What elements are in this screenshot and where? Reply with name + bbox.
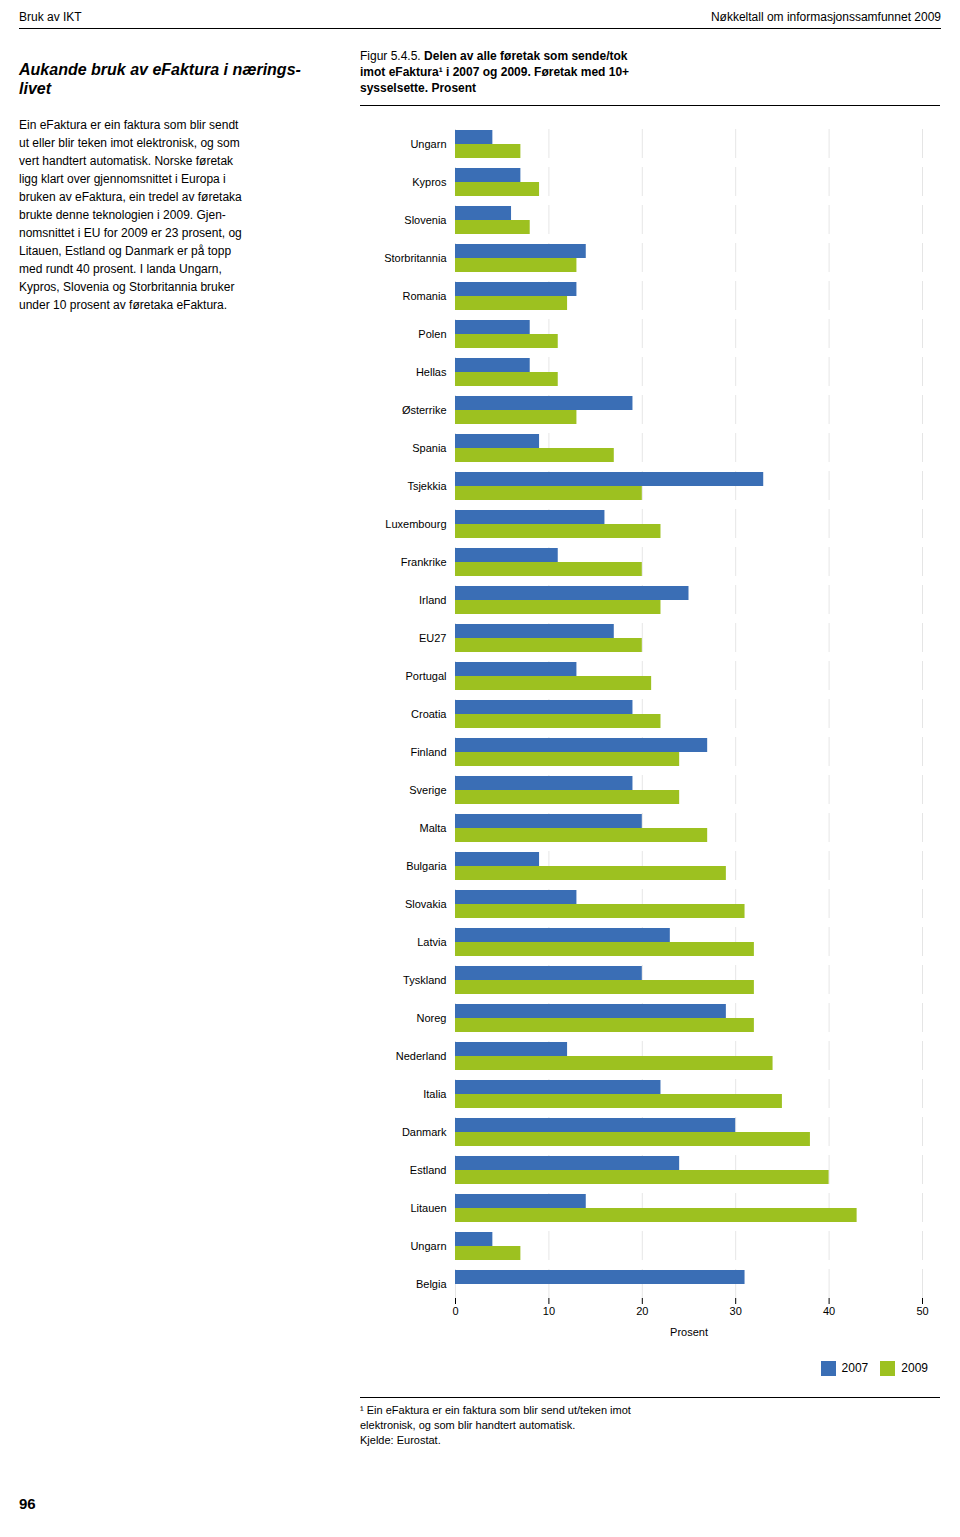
svg-text:Kypros: Kypros xyxy=(412,175,447,187)
svg-text:Noreg: Noreg xyxy=(417,1011,447,1023)
svg-text:Luxembourg: Luxembourg xyxy=(385,517,446,529)
html-text:Nøkkeltall om informasjonssamf: Nøkkeltall om informasjonssamfunnet 2009 xyxy=(710,10,941,24)
svg-text:0: 0 xyxy=(452,1305,458,1317)
svg-text:Nederland: Nederland xyxy=(396,1049,447,1061)
svg-text:Italia: Italia xyxy=(423,1087,447,1099)
svg-text:Danmark: Danmark xyxy=(402,1125,447,1137)
svg-text:Portugal: Portugal xyxy=(406,669,447,681)
svg-text:Ungarn: Ungarn xyxy=(410,137,446,149)
svg-text:Hellas: Hellas xyxy=(416,365,447,377)
svg-text:Slovenia: Slovenia xyxy=(404,213,447,225)
svg-text:Sverige: Sverige xyxy=(409,783,446,795)
svg-text:Tsjekkia: Tsjekkia xyxy=(407,479,447,491)
html-text:2007: 2007 xyxy=(841,1361,869,1376)
svg-text:Bulgaria: Bulgaria xyxy=(406,859,447,871)
html-text:Bruk av IKT: Bruk av IKT xyxy=(19,10,82,24)
svg-text:Østerrike: Østerrike xyxy=(402,403,447,415)
svg-text:Estland: Estland xyxy=(410,1163,447,1175)
svg-text:Croatia: Croatia xyxy=(411,707,447,719)
html-text:Ein eFaktura er ein faktura so: Ein eFaktura er ein faktura som blir sen… xyxy=(19,118,242,313)
html-text:¹ Ein eFaktura er ein faktura: ¹ Ein eFaktura er ein faktura som blir s… xyxy=(360,1403,631,1447)
svg-text:Spania: Spania xyxy=(412,441,447,453)
svg-text:Polen: Polen xyxy=(418,327,446,339)
html-text:Aukande bruk av eFaktura i nær: Aukande bruk av eFaktura i nærings- live… xyxy=(19,61,301,98)
svg-text:10: 10 xyxy=(543,1305,555,1317)
svg-text:Malta: Malta xyxy=(420,821,448,833)
svg-text:Ungarn: Ungarn xyxy=(410,1239,446,1251)
html-text:Figur 5.4.5. Delen av alle før: Figur 5.4.5. Delen av alle føretak som s… xyxy=(360,49,630,96)
svg-text:20: 20 xyxy=(636,1305,648,1317)
svg-text:Latvia: Latvia xyxy=(417,935,447,947)
svg-text:Romania: Romania xyxy=(402,289,447,301)
html-text:96: 96 xyxy=(19,1495,36,1512)
svg-text:Frankrike: Frankrike xyxy=(401,555,447,567)
svg-text:Irland: Irland xyxy=(419,593,447,605)
svg-text:Litauen: Litauen xyxy=(410,1201,446,1213)
html-text:2009: 2009 xyxy=(901,1361,928,1376)
svg-text:Finland: Finland xyxy=(410,745,446,757)
svg-text:Prosent: Prosent xyxy=(670,1325,708,1337)
svg-text:Tyskland: Tyskland xyxy=(403,973,446,985)
svg-text:Slovakia: Slovakia xyxy=(405,897,447,909)
svg-text:Belgia: Belgia xyxy=(416,1277,447,1289)
svg-text:30: 30 xyxy=(730,1305,742,1317)
svg-text:Storbritannia: Storbritannia xyxy=(384,251,447,263)
svg-text:50: 50 xyxy=(916,1305,928,1317)
svg-text:EU27: EU27 xyxy=(419,631,447,643)
svg-text:40: 40 xyxy=(823,1305,835,1317)
